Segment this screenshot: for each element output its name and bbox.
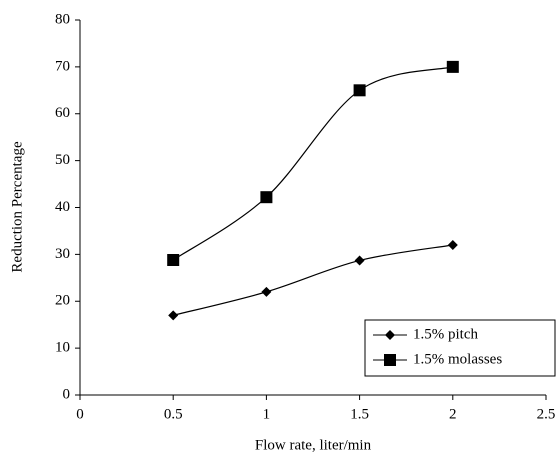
legend-label: 1.5% pitch — [413, 326, 478, 342]
data-point — [447, 240, 458, 250]
legend-box — [364, 319, 556, 377]
legend-marker — [384, 354, 396, 366]
x-tick-label: 2 — [449, 406, 457, 422]
y-tick-label: 70 — [55, 58, 70, 74]
data-point — [353, 84, 366, 97]
x-tick-label: 1 — [263, 406, 271, 422]
data-point — [260, 191, 273, 204]
y-tick-label: 30 — [55, 246, 70, 262]
data-point — [261, 286, 272, 297]
series-line — [172, 66, 453, 261]
x-tick-label: 1.5 — [350, 406, 369, 422]
x-tick-label: 2.5 — [537, 406, 556, 422]
y-tick-label: 60 — [55, 105, 70, 121]
y-tick-label: 20 — [55, 293, 70, 309]
x-tick-label: 0 — [76, 406, 84, 422]
data-point — [446, 60, 459, 73]
legend-label: 1.5% molasses — [413, 351, 502, 367]
data-point — [167, 254, 180, 266]
y-tick-label: 80 — [55, 11, 70, 27]
data-point — [354, 255, 365, 266]
series-line — [173, 244, 453, 316]
y-axis-label: Reduction Percentage — [9, 141, 25, 273]
y-tick-label: 40 — [55, 199, 70, 215]
data-point — [168, 310, 179, 321]
y-tick-label: 50 — [55, 152, 70, 168]
x-tick-label: 0.5 — [164, 406, 183, 422]
legend-marker — [385, 330, 395, 340]
y-tick-label: 10 — [55, 340, 70, 356]
y-tick-label: 0 — [63, 386, 71, 402]
x-axis-label: Flow rate, liter/min — [255, 437, 372, 453]
